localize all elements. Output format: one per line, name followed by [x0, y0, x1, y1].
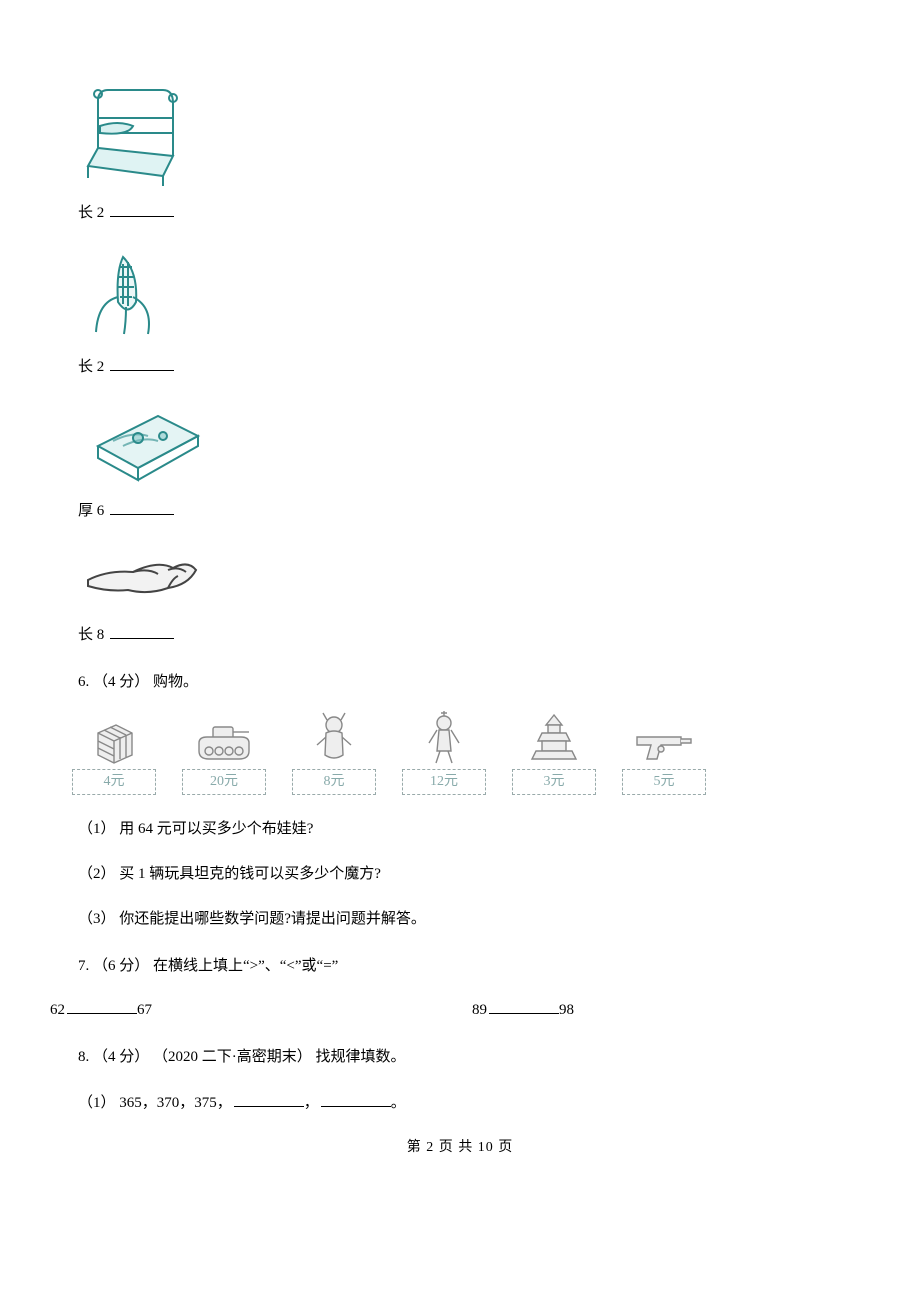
q7-heading: 7. （6 分） 在横线上填上“>”、“<”或“=”: [78, 956, 870, 977]
shop-item-tank: 20元: [182, 711, 266, 795]
shop-row: 4元 20元 8元: [72, 711, 870, 795]
q6-sub2: （2） 买 1 辆玩具坦克的钱可以买多少个魔方?: [78, 864, 870, 885]
q8-sub1-blank2[interactable]: [321, 1092, 391, 1107]
q8-sub1-end: 。: [391, 1095, 406, 1111]
bed-blank[interactable]: [110, 202, 174, 217]
q8-sub1-blank1[interactable]: [234, 1092, 304, 1107]
corn-blank[interactable]: [110, 356, 174, 371]
price-tag: 3元: [512, 769, 596, 795]
price-tag: 5元: [622, 769, 706, 795]
q8-sub1: （1） 365，370，375， ， 。: [78, 1092, 870, 1114]
hand-answer-line: 长 8: [78, 624, 870, 646]
price-tag: 4元: [72, 769, 156, 795]
corn-label: 长 2: [78, 359, 104, 375]
q8-heading: 8. （4 分） （2020 二下·高密期末） 找规律填数。: [78, 1047, 870, 1068]
bed-label: 长 2: [78, 205, 104, 221]
corn-image: [78, 242, 870, 342]
book-image: [78, 396, 870, 486]
price-tag: 12元: [402, 769, 486, 795]
price-tag: 8元: [292, 769, 376, 795]
book-label: 厚 6: [78, 503, 104, 519]
q7-left-a: 62: [50, 1002, 65, 1018]
shop-item-tower: 3元: [512, 711, 596, 795]
q6-heading: 6. （4 分） 购物。: [78, 672, 870, 693]
q8-sub1-prefix: （1） 365，370，375，: [78, 1095, 232, 1111]
hand-image: [78, 540, 870, 610]
corn-answer-line: 长 2: [78, 356, 870, 378]
shop-item-clown: 12元: [402, 711, 486, 795]
page-footer: 第 2 页 共 10 页: [50, 1138, 870, 1158]
q7-left: 62 67: [50, 999, 152, 1021]
shop-item-doll: 8元: [292, 711, 376, 795]
book-blank[interactable]: [110, 500, 174, 515]
q7-right: 89 98: [472, 999, 574, 1021]
q7-compare-row: 62 67 89 98: [50, 999, 870, 1021]
page-root: 长 2 长 2: [0, 0, 920, 1167]
bed-answer-line: 长 2: [78, 202, 870, 224]
shop-item-gun: 5元: [622, 711, 706, 795]
q6-sub1: （1） 用 64 元可以买多少个布娃娃?: [78, 819, 870, 840]
book-answer-line: 厚 6: [78, 500, 870, 522]
hand-blank[interactable]: [110, 624, 174, 639]
shop-item-cube: 4元: [72, 711, 156, 795]
q7-left-blank[interactable]: [67, 999, 137, 1014]
q7-left-b: 67: [137, 1002, 152, 1018]
q7-right-b: 98: [559, 1002, 574, 1018]
q8-sub1-sep: ，: [304, 1095, 319, 1111]
q6-sub3: （3） 你还能提出哪些数学问题?请提出问题并解答。: [78, 909, 870, 930]
bed-image: [78, 78, 870, 188]
price-tag: 20元: [182, 769, 266, 795]
q7-right-a: 89: [472, 1002, 487, 1018]
q7-right-blank[interactable]: [489, 999, 559, 1014]
hand-label: 长 8: [78, 627, 104, 643]
